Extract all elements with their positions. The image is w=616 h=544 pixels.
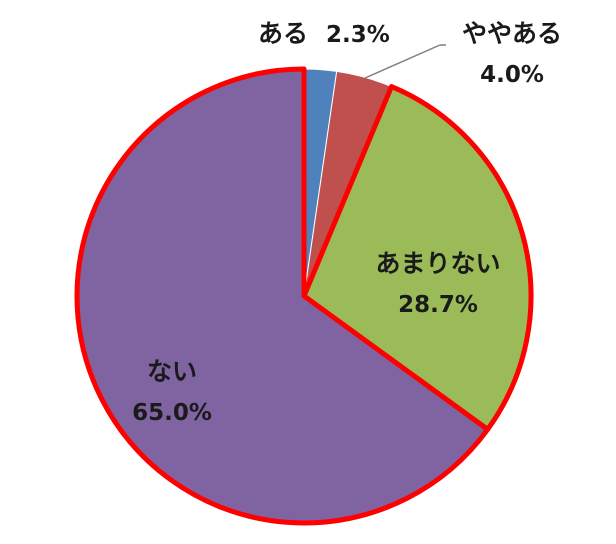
label-yayaaru: ややある bbox=[462, 19, 562, 48]
label-amarinai: あまりない bbox=[375, 249, 500, 278]
value-aru: 2.3% bbox=[326, 22, 390, 48]
leader-line-yayaaru bbox=[364, 44, 441, 79]
pie-slice-3 bbox=[74, 66, 491, 526]
value-nai: 65.0% bbox=[132, 400, 212, 426]
label-nai: ない bbox=[147, 357, 197, 386]
pie-slice-2 bbox=[301, 84, 534, 432]
value-yayaaru: 4.0% bbox=[480, 62, 544, 88]
label-aru: ある bbox=[258, 19, 308, 48]
pie-slices bbox=[74, 66, 534, 526]
value-amarinai: 28.7% bbox=[398, 292, 478, 318]
